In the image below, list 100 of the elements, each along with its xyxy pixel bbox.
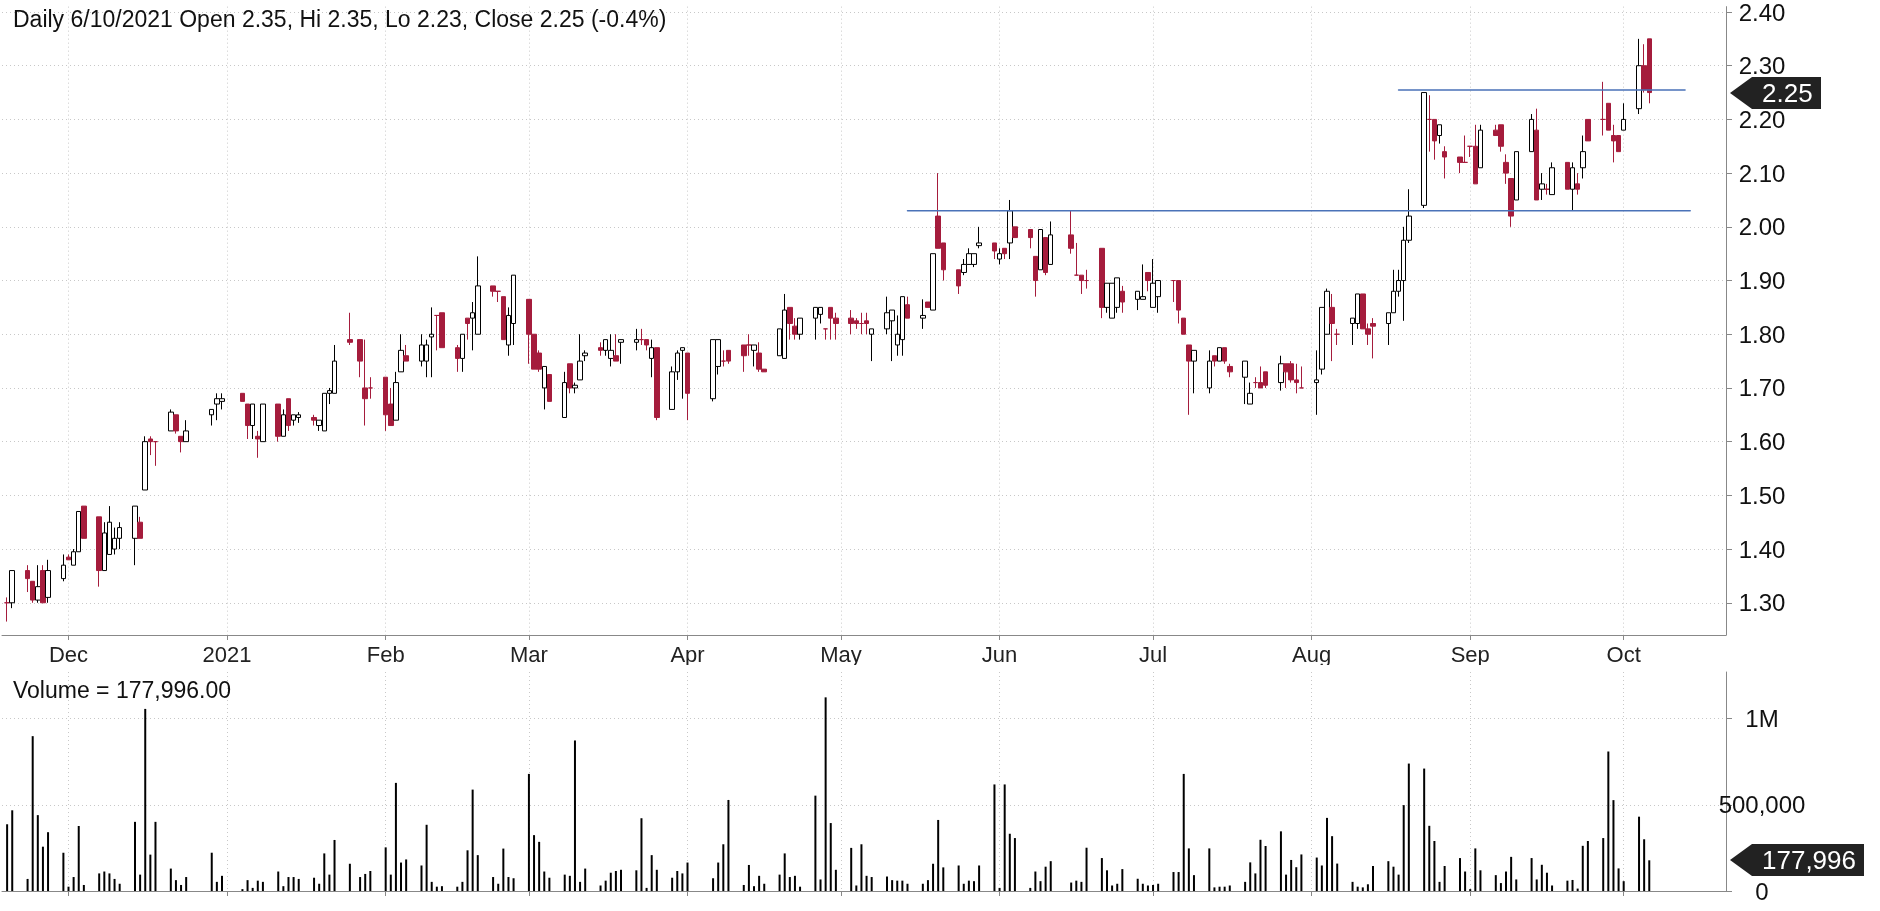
candlestick [209,408,214,427]
bar [1397,874,1400,891]
candlestick [173,414,179,435]
candlestick [1247,382,1253,405]
bar [932,863,935,891]
bar [1279,831,1282,891]
bar [1372,866,1375,891]
bar [1187,848,1190,891]
bar [1540,864,1543,891]
candlestick [66,553,71,561]
bar [440,886,443,891]
bar [1505,871,1508,891]
bar [502,848,505,891]
bar [783,853,786,891]
candlestick [864,312,869,335]
bar [154,821,157,891]
bar [778,874,781,891]
bar [620,869,622,891]
bar [62,852,65,891]
candlestick [1207,349,1212,394]
candlestick [634,328,639,351]
bar [118,883,121,891]
bar [215,881,218,891]
bar [926,880,929,891]
bar [1290,859,1293,891]
bar [676,871,679,891]
bar [1244,881,1247,891]
bar [1392,866,1395,891]
bar [420,865,423,891]
bar [400,862,403,891]
bar [1325,817,1328,891]
candlestick [460,333,465,373]
candlestick [1421,92,1427,209]
candlestick [455,344,460,373]
bar [886,876,889,891]
y-tick-label: 1M [1745,705,1779,733]
bar [1602,838,1605,891]
candlestick [1002,247,1007,260]
bar [1581,845,1584,891]
candlestick [311,414,317,427]
candlestick [925,301,931,308]
candlestick [1068,210,1074,255]
bar [957,865,960,891]
bar [1648,860,1651,891]
bar [1545,872,1548,891]
candlestick [281,408,286,437]
x-tick-label: Mar [509,641,548,667]
bar [461,881,464,891]
bar [1612,800,1615,891]
bar [113,878,116,891]
bar [1249,862,1252,891]
y-tick-label: 1.40 [1738,535,1786,563]
bar [635,870,638,891]
bar [1208,848,1211,891]
bar [108,873,111,891]
bar [1136,878,1139,891]
bar [681,873,684,891]
bar [543,871,546,891]
bar [568,875,571,891]
candlestick [61,553,66,582]
bar [1423,768,1426,891]
bar [1438,881,1441,891]
bar [655,869,658,891]
bar [717,862,720,891]
bar [1157,883,1160,891]
candlestick [685,352,690,421]
bar [1535,879,1538,891]
bar [1213,887,1216,891]
bar [1116,883,1119,891]
x-tick-label: Jun [981,641,1018,667]
bar [937,819,940,891]
bar [507,877,510,891]
bar [712,878,715,891]
candlestick [255,430,261,459]
bar [82,884,85,891]
candlestick [1227,363,1233,378]
bar [1315,857,1318,891]
bar [1402,805,1405,891]
bar [359,877,362,891]
candlestick [992,242,997,260]
bar [850,847,853,891]
bar [548,877,551,891]
bar [1387,861,1390,891]
bar [747,864,750,891]
bar [169,868,172,891]
bar [1146,885,1149,891]
bar [1494,875,1497,891]
candlestick [260,403,266,443]
bar [1044,866,1047,891]
candlestick [1621,102,1626,131]
candlestick [275,403,281,443]
bar [313,877,316,891]
candlestick [930,253,936,311]
candlestick [1314,349,1319,416]
bar [471,789,474,891]
candlestick [45,559,51,604]
bar [1510,856,1513,891]
bar [41,846,44,891]
candlestick [245,403,250,440]
bar [1182,773,1185,891]
